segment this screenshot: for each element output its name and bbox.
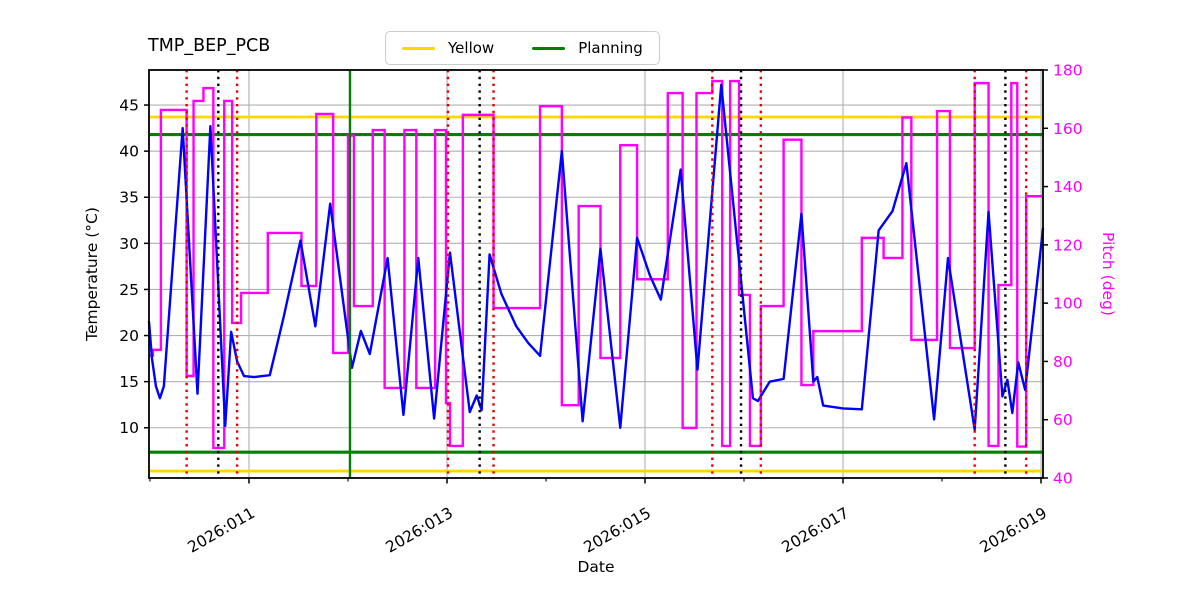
left-tick-label: 35 bbox=[119, 189, 139, 207]
x-tick-label: 2026:015 bbox=[581, 504, 654, 557]
x-tick-label: 2026:019 bbox=[977, 504, 1050, 557]
left-tick-label: 10 bbox=[119, 419, 139, 437]
left-tick-label: 45 bbox=[119, 97, 139, 115]
right-tick-label: 120 bbox=[1053, 236, 1083, 254]
plot-frame bbox=[148, 69, 1044, 479]
right-tick-label: 160 bbox=[1053, 120, 1083, 138]
left-tick-label: 30 bbox=[119, 235, 139, 253]
right-tick-label: 60 bbox=[1053, 411, 1073, 429]
planning-line-swatch bbox=[532, 46, 566, 50]
legend-label-yellow: Yellow bbox=[448, 39, 495, 57]
left-axis-label: Temperature (°C) bbox=[83, 207, 101, 342]
legend-label-planning: Planning bbox=[578, 39, 643, 57]
left-tick-label: 20 bbox=[119, 327, 139, 345]
right-tick-label: 180 bbox=[1053, 62, 1083, 80]
right-tick-label: 100 bbox=[1053, 295, 1083, 313]
x-tick-label: 2026:011 bbox=[185, 504, 258, 557]
left-tick-labels: 10 15 20 25 30 35 40 45 bbox=[119, 97, 139, 438]
legend-item-yellow: Yellow bbox=[402, 39, 494, 57]
legend: Yellow Planning bbox=[385, 31, 660, 65]
x-tick-labels: 2026:011 2026:013 2026:015 2026:017 2026:019 bbox=[185, 504, 1050, 557]
pitch-line bbox=[149, 79, 1043, 450]
x-tick-label: 2026:017 bbox=[779, 504, 852, 557]
chart-title: TMP_BEP_PCB bbox=[148, 36, 271, 56]
yellow-line-swatch bbox=[402, 46, 435, 50]
right-axis-label: Pitch (deg) bbox=[1099, 232, 1117, 316]
right-tick-label: 140 bbox=[1053, 178, 1083, 196]
grid bbox=[149, 70, 1043, 478]
x-axis-label: Date bbox=[577, 558, 614, 576]
right-tick-label: 80 bbox=[1053, 353, 1073, 371]
left-tick-label: 15 bbox=[119, 373, 139, 391]
right-tick-labels: 40 60 80 100 120 140 160 180 bbox=[1053, 62, 1083, 488]
left-tick-label: 40 bbox=[119, 143, 139, 161]
planning-limit-lines bbox=[149, 132, 1043, 454]
black-event-lines bbox=[217, 70, 1007, 478]
left-tick-label: 25 bbox=[119, 281, 139, 299]
legend-item-planning: Planning bbox=[532, 39, 643, 57]
axis-ticks bbox=[144, 69, 1048, 484]
red-event-lines bbox=[185, 70, 1028, 478]
yellow-limit-lines bbox=[149, 115, 1043, 473]
x-tick-label: 2026:013 bbox=[383, 504, 456, 557]
temperature-line bbox=[147, 83, 1045, 431]
right-tick-label: 40 bbox=[1053, 470, 1073, 488]
